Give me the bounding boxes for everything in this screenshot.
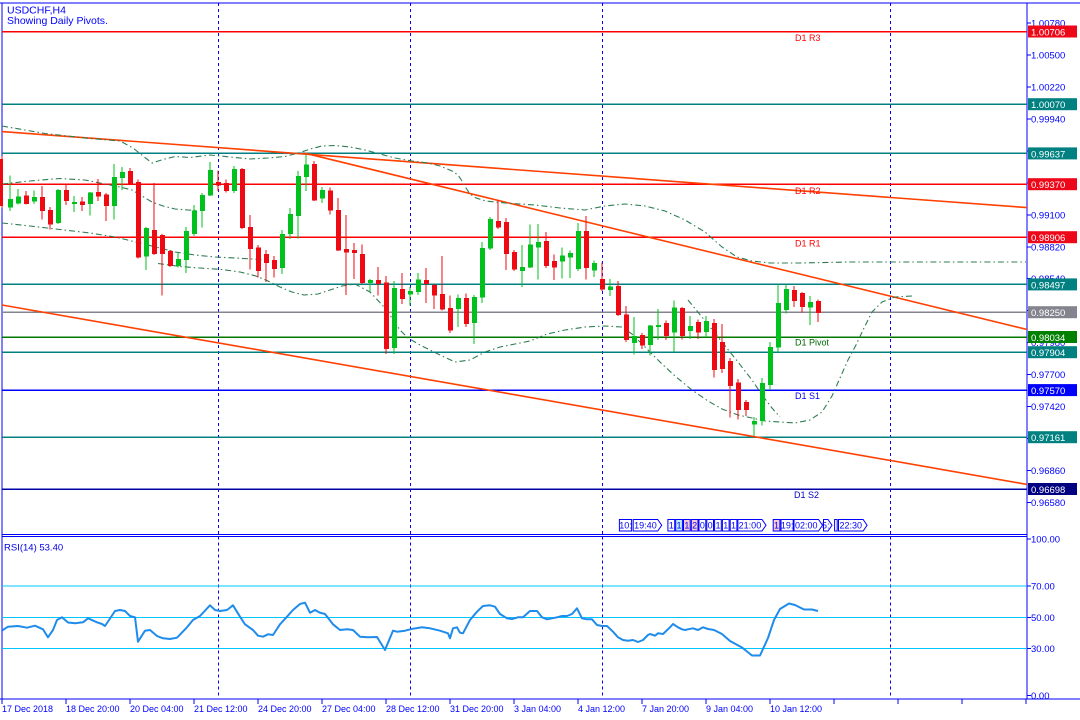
svg-text:21:00: 21:00 [739,521,762,531]
svg-text:1.00780: 1.00780 [1031,19,1065,30]
svg-text:0.97700: 0.97700 [1031,370,1065,381]
svg-text:1: 1 [723,521,728,531]
svg-text:0.99637: 0.99637 [1031,149,1065,160]
svg-text:D1 R2: D1 R2 [795,186,821,196]
svg-text:19:40: 19:40 [634,521,657,531]
svg-text:10:: 10: [619,521,632,531]
svg-text:0.96698: 0.96698 [1031,485,1065,496]
svg-text:0: 0 [708,521,713,531]
svg-text:0.99100: 0.99100 [1031,211,1065,222]
svg-text:1.00070: 1.00070 [1031,100,1065,111]
svg-text:22:30: 22:30 [840,521,863,531]
svg-text:7 Jan 20:00: 7 Jan 20:00 [642,704,689,714]
svg-text:USDCHF,H4: USDCHF,H4 [7,5,66,17]
svg-text:3 Jan 04:00: 3 Jan 04:00 [514,704,561,714]
svg-text:Showing Daily Pivots.: Showing Daily Pivots. [7,15,108,27]
svg-text:30.00: 30.00 [1031,644,1055,655]
svg-text:28 Dec 12:00: 28 Dec 12:00 [386,704,440,714]
svg-text:100.00: 100.00 [1031,535,1060,546]
svg-text:0.97420: 0.97420 [1031,402,1065,413]
svg-text:0.98906: 0.98906 [1031,233,1065,244]
svg-text:0.98250: 0.98250 [1031,308,1065,319]
svg-text:0.97980: 0.97980 [1031,338,1065,349]
svg-text:27 Dec 04:00: 27 Dec 04:00 [322,704,376,714]
svg-text:D1 R1: D1 R1 [795,239,821,249]
svg-text:1: 1 [684,521,689,531]
svg-text:D1 R3: D1 R3 [795,33,821,43]
svg-text:0.00: 0.00 [1031,691,1050,702]
svg-text:1: 1 [731,521,736,531]
svg-text:0.98034: 0.98034 [1031,333,1065,344]
svg-text:0.98497: 0.98497 [1031,280,1065,291]
svg-text:5:: 5: [822,521,830,531]
svg-text:D1 Pivot: D1 Pivot [795,338,830,348]
svg-text:24 Dec 20:00: 24 Dec 20:00 [258,704,312,714]
svg-text:D1 S1: D1 S1 [795,391,820,401]
svg-text:20 Dec 04:00: 20 Dec 04:00 [130,704,184,714]
svg-text:21 Dec 12:00: 21 Dec 12:00 [194,704,248,714]
svg-text:0.98820: 0.98820 [1031,243,1065,254]
svg-text:50.00: 50.00 [1031,613,1055,624]
svg-text:0.99940: 0.99940 [1031,115,1065,126]
svg-text:0.99370: 0.99370 [1031,180,1065,191]
svg-text:31 Dec 20:00: 31 Dec 20:00 [450,704,504,714]
svg-text:1.00706: 1.00706 [1031,28,1065,39]
svg-text:1.00500: 1.00500 [1031,51,1065,62]
svg-text:0.97904: 0.97904 [1031,348,1065,359]
svg-text:0: 0 [700,521,705,531]
svg-text:10 Jan 12:00: 10 Jan 12:00 [770,704,822,714]
svg-text:70.00: 70.00 [1031,582,1055,593]
svg-text:4 Jan 12:00: 4 Jan 12:00 [578,704,625,714]
svg-text:1.00220: 1.00220 [1031,83,1065,94]
svg-text:1: 1 [715,521,720,531]
svg-text:RSI(14) 53.40: RSI(14) 53.40 [4,543,63,554]
svg-text:0.96580: 0.96580 [1031,498,1065,509]
svg-text:0.97161: 0.97161 [1031,433,1065,444]
svg-text:0.97570: 0.97570 [1031,386,1065,397]
svg-text:1: 1 [669,521,674,531]
svg-text:9 Jan 04:00: 9 Jan 04:00 [706,704,753,714]
svg-text:2: 2 [692,521,697,531]
svg-text:D1 S2: D1 S2 [794,490,819,500]
svg-text:1: 1 [677,521,682,531]
svg-text:17 Dec 2018: 17 Dec 2018 [2,704,53,714]
svg-text:0.96860: 0.96860 [1031,466,1065,477]
svg-text:1: 1 [774,521,779,531]
svg-text:02:00: 02:00 [795,521,818,531]
svg-text:18 Dec 20:00: 18 Dec 20:00 [66,704,120,714]
svg-text:19:: 19: [781,521,794,531]
